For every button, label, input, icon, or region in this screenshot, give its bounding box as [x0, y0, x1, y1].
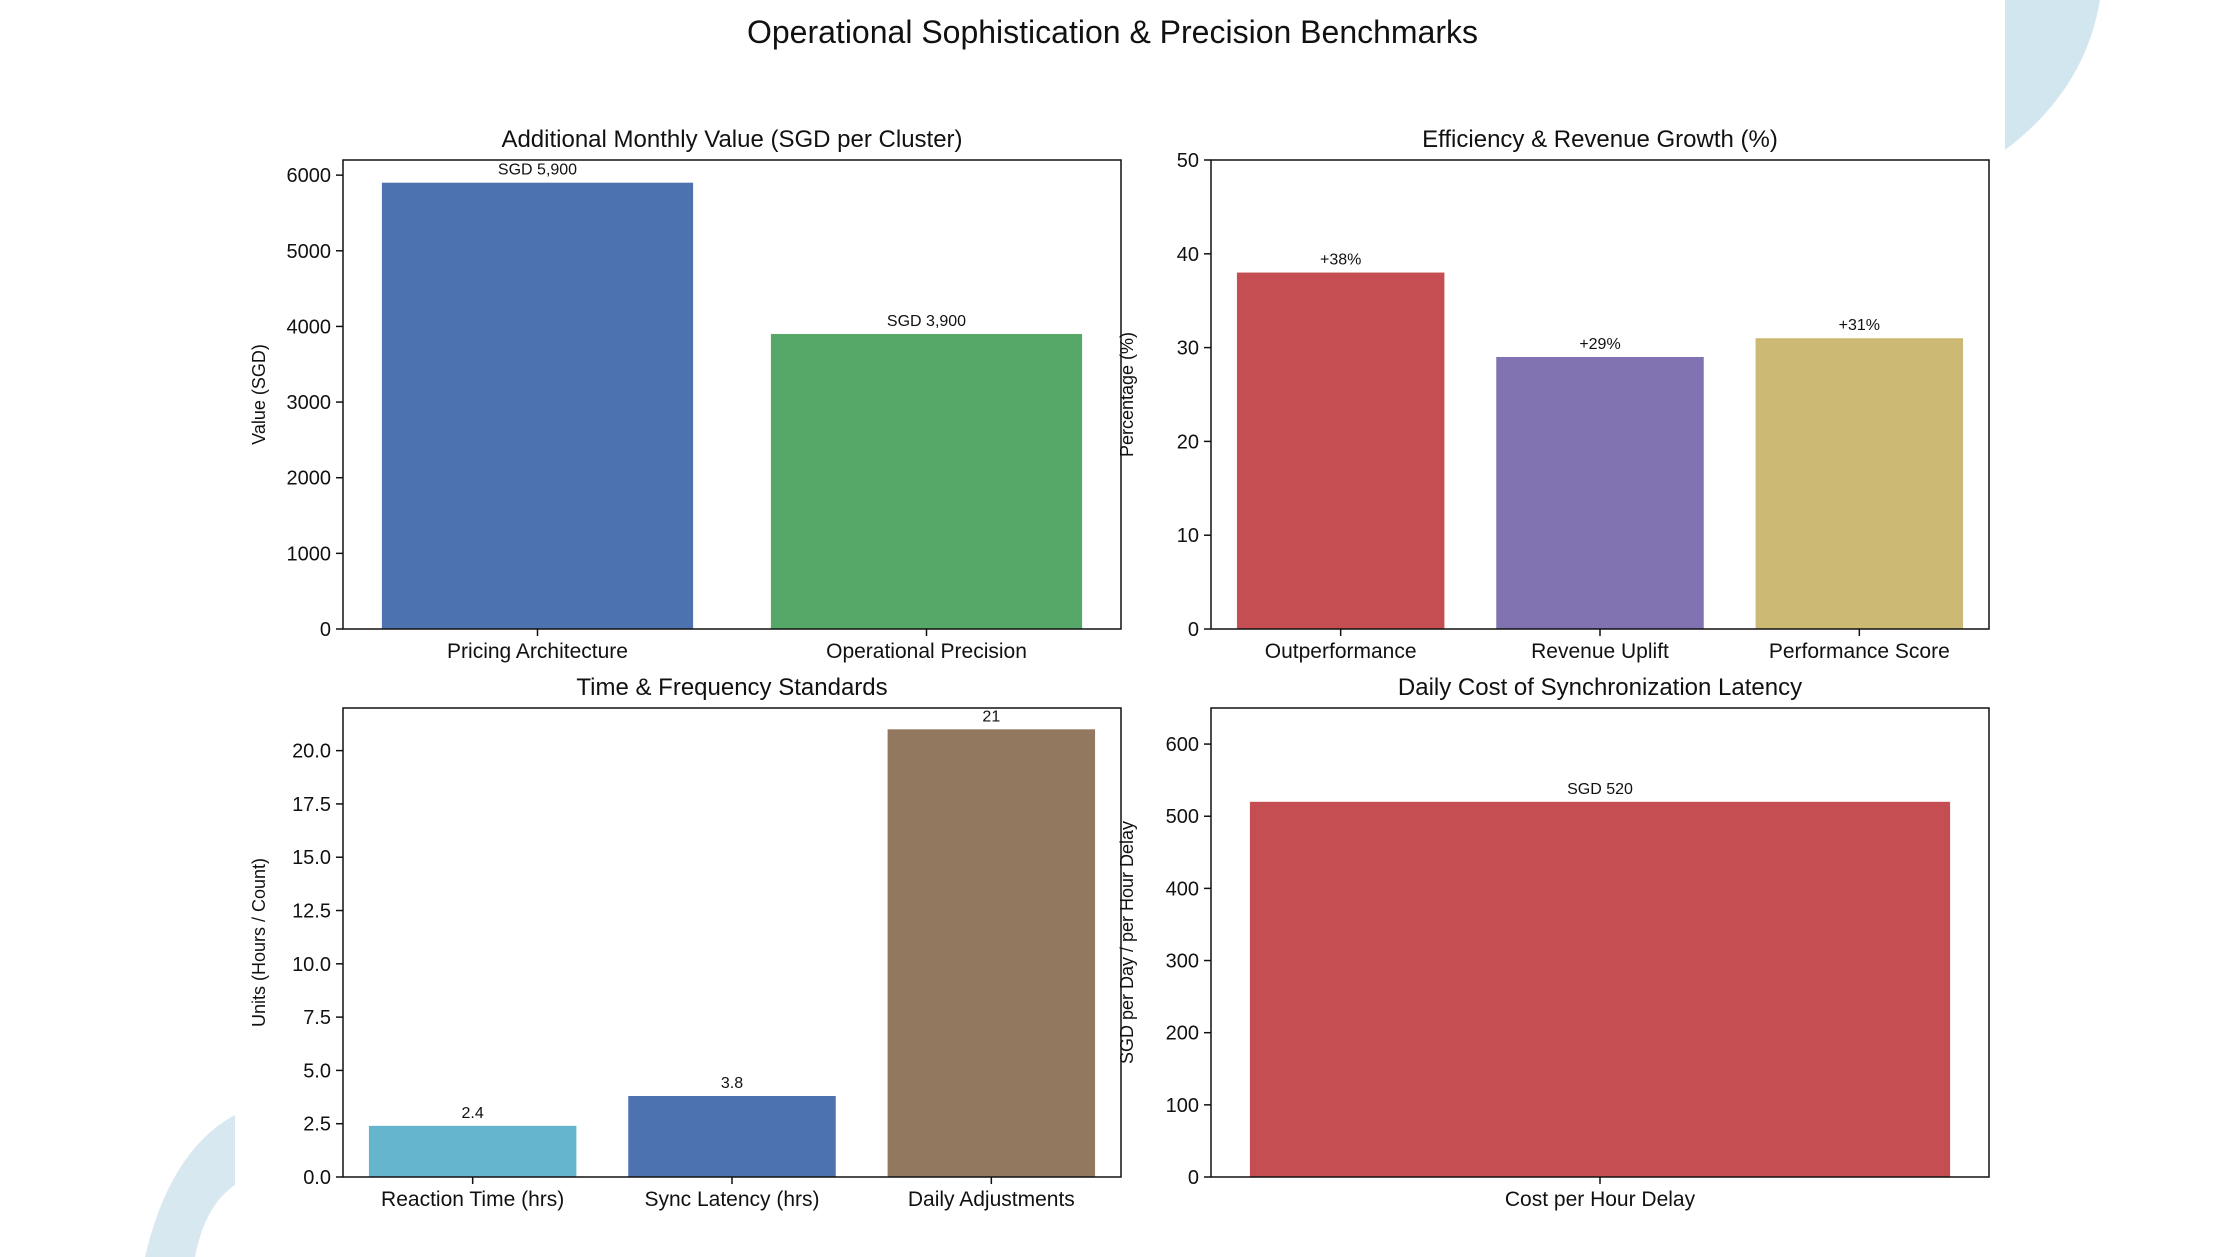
plot-frame [1210, 159, 1990, 630]
y-axis-label: Units (Hours / Count) [249, 858, 269, 1027]
y-tick-label: 7.5 [303, 1007, 331, 1029]
category-label-1: Cost per Hour Delay [1505, 1188, 1696, 1211]
y-tick-label: 1000 [287, 543, 332, 565]
y-tick-label: 10.0 [292, 954, 331, 976]
chart-panel-4: Daily Cost of Synchronization Latency SGD… [1117, 674, 1990, 1211]
bar-3 [887, 729, 1096, 1177]
y-tick-label: 600 [1166, 734, 1199, 756]
chart-title: Efficiency & Revenue Growth (%) [1422, 126, 1778, 153]
y-tick-label: 0.0 [303, 1167, 331, 1189]
y-tick-label: 300 [1166, 951, 1199, 973]
y-tick-label: 200 [1166, 1023, 1199, 1045]
category-label-1: Outperformance [1265, 640, 1417, 663]
bar-3 [1755, 338, 1964, 629]
y-tick-label: 17.5 [292, 794, 331, 816]
category-label-2: Operational Precision [826, 640, 1027, 663]
decorative-arc-top-right-shape [2005, 0, 2100, 150]
data-label-3: +31% [1839, 317, 1880, 334]
y-tick-label: 2000 [287, 468, 332, 490]
category-label-2: Sync Latency (hrs) [644, 1188, 819, 1211]
y-tick-label: 0 [1188, 619, 1199, 641]
bar-1 [381, 182, 694, 629]
y-axis-label: Value (SGD) [249, 344, 269, 445]
y-tick-label: 5000 [287, 241, 332, 263]
y-tick-label: 2.5 [303, 1114, 331, 1136]
bar-2 [628, 1095, 836, 1177]
y-tick-label: 15.0 [292, 847, 331, 869]
y-tick-label: 500 [1166, 806, 1199, 828]
chart-title: Daily Cost of Synchronization Latency [1398, 674, 1802, 701]
bar-2 [1496, 356, 1704, 629]
chart-panel-2: Efficiency & Revenue Growth (%) +38% Outpe… [1117, 126, 1990, 663]
bar-1 [368, 1125, 577, 1177]
data-label-1: 2.4 [462, 1105, 484, 1122]
y-tick-label: 0 [1188, 1167, 1199, 1189]
category-label-1: Reaction Time (hrs) [381, 1188, 564, 1211]
y-tick-label: 100 [1166, 1095, 1199, 1117]
chart-panel-1: Additional Monthly Value (SGD per Cluste… [249, 126, 1122, 663]
y-tick-label: 50 [1177, 150, 1199, 172]
y-tick-label: 10 [1177, 525, 1199, 547]
data-label-2: SGD 3,900 [887, 313, 966, 330]
y-tick-label: 3000 [287, 392, 332, 414]
data-label-2: +29% [1579, 336, 1620, 353]
y-tick-label: 20 [1177, 431, 1199, 453]
y-tick-label: 0 [320, 619, 331, 641]
plot-frame [1210, 707, 1990, 1178]
data-label-1: SGD 520 [1567, 781, 1633, 798]
category-label-3: Daily Adjustments [908, 1188, 1075, 1211]
y-tick-label: 400 [1166, 878, 1199, 900]
page-title: Operational Sophistication & Precision B… [746, 14, 1479, 50]
plot-frame [342, 707, 1122, 1178]
data-label-1: SGD 5,900 [498, 162, 577, 179]
decorative-arc-bottom-left-inner [195, 1185, 235, 1257]
y-tick-label: 12.5 [292, 901, 331, 923]
chart-title: Time & Frequency Standards [576, 674, 887, 701]
data-label-1: +38% [1320, 252, 1361, 269]
data-label-2: 3.8 [721, 1075, 743, 1092]
y-tick-label: 5.0 [303, 1060, 331, 1082]
y-tick-label: 40 [1177, 244, 1199, 266]
y-tick-label: 30 [1177, 338, 1199, 360]
y-axis-label: Percentage (%) [1117, 332, 1137, 457]
chart-panel-3: Time & Frequency Standards 2.4 Reaction Ti… [249, 674, 1122, 1211]
y-tick-label: 20.0 [292, 741, 331, 763]
bar-1 [1249, 801, 1951, 1177]
category-label-2: Revenue Uplift [1531, 640, 1669, 663]
category-label-3: Performance Score [1769, 640, 1950, 663]
bar-1 [1236, 272, 1445, 629]
plot-frame [342, 159, 1122, 630]
y-tick-label: 6000 [287, 165, 332, 187]
category-label-1: Pricing Architecture [447, 640, 628, 663]
data-label-3: 21 [982, 708, 1000, 725]
chart-title: Additional Monthly Value (SGD per Cluste… [501, 126, 962, 153]
y-axis-label: SGD per Day / per Hour Delay [1117, 821, 1137, 1064]
bar-2 [770, 333, 1083, 629]
y-tick-label: 4000 [287, 316, 332, 338]
